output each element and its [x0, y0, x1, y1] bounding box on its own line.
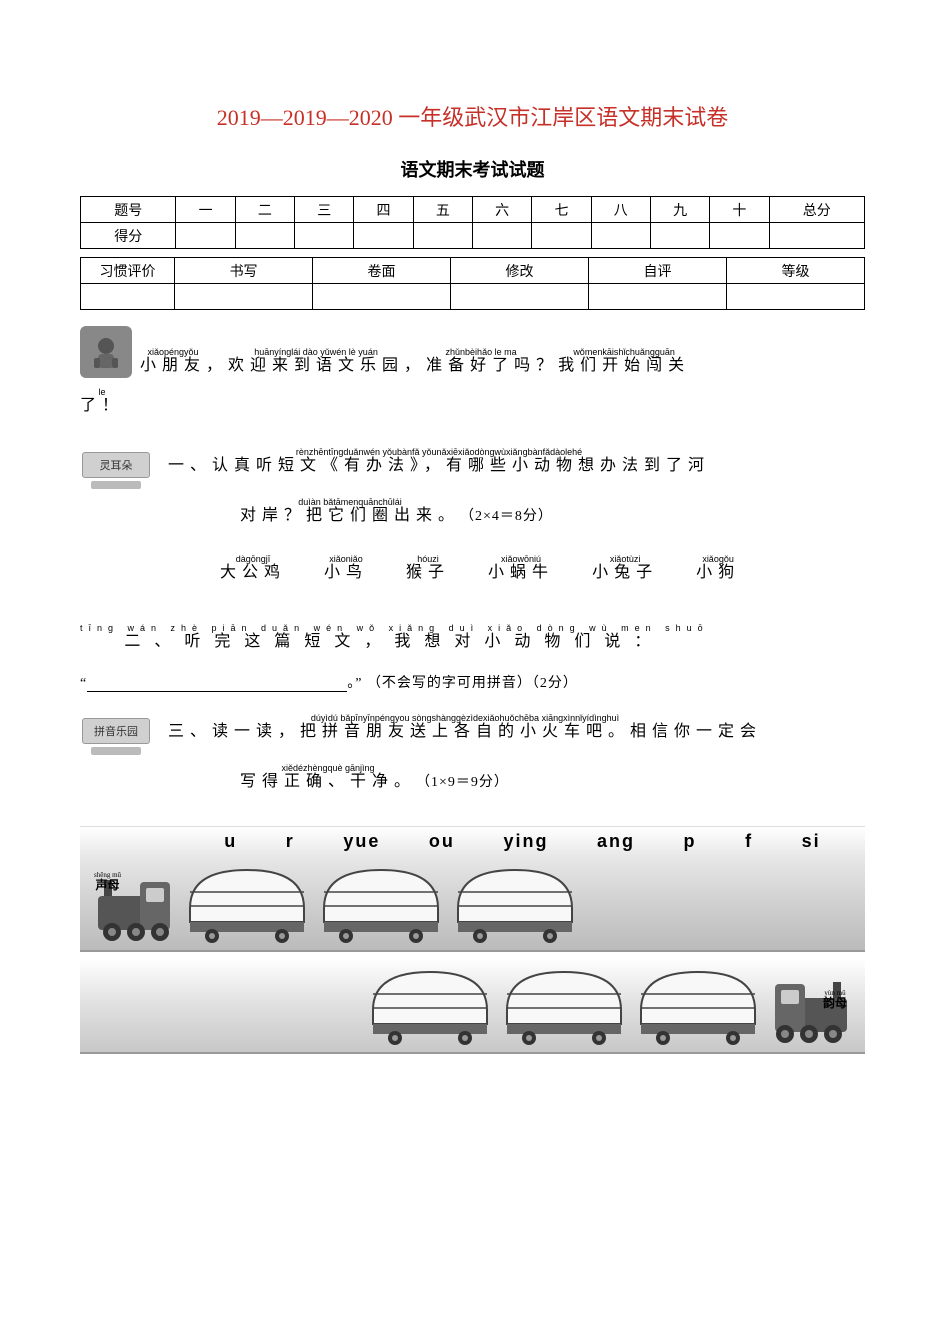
- eval-table: 习惯评价 书写 卷面 修改 自评 等级: [80, 257, 865, 310]
- option: 大公鸡dàgōngjī: [220, 555, 286, 590]
- cell: 一: [176, 197, 235, 223]
- intro-line: 小朋友xiǎopéngyǒu，欢迎来到语文乐园huānyínglái dào y…: [80, 326, 865, 378]
- page-subtitle: 语文期末考试试题: [80, 156, 865, 182]
- carriage-icon: [184, 864, 310, 944]
- question-2: 二、听完这篇短文，我想对小动物们说：tīng wán zhè piān duǎn…: [80, 618, 865, 666]
- ear-badge-icon: 灵耳朵: [80, 448, 152, 492]
- cell: [710, 223, 769, 249]
- score-value-row: 得分: [81, 223, 865, 249]
- q3-line1: 三、读一读，把拼音朋友送上各自的小火车吧。相信你一定会dúyìdú bǎpīny…: [168, 714, 865, 749]
- q2-blank-line: “。” （不会写的字可用拼音）（2分）: [80, 672, 865, 692]
- pinyin-item: u: [224, 831, 237, 852]
- cell: 十: [710, 197, 769, 223]
- carriage-icon: [367, 966, 493, 1046]
- cell: 题号: [81, 197, 176, 223]
- locomotive-right-icon: yùn mǔ 韵母: [765, 970, 855, 1046]
- train-left-row: shēng mǔ 声母: [80, 856, 865, 952]
- cell: 五: [413, 197, 472, 223]
- page-title: 2019—2019—2020 一年级武汉市江岸区语文期末试卷: [80, 100, 865, 132]
- cell: [235, 223, 294, 249]
- cell: 习惯评价: [81, 258, 175, 284]
- pinyin-items-row: u r yue ou ying ang p f si: [80, 826, 865, 856]
- carriage-icon: [635, 966, 761, 1046]
- score-header-row: 题号 一 二 三 四 五 六 七 八 九 十 总分: [81, 197, 865, 223]
- cell: 自评: [588, 258, 726, 284]
- cell: 修改: [451, 258, 589, 284]
- pinyin-item: p: [684, 831, 697, 852]
- option: 猴子hóuzi: [406, 555, 450, 590]
- option: 小鸟xiǎoniǎo: [324, 555, 368, 590]
- cell: [354, 223, 413, 249]
- locomotive-label: yùn mǔ 韵母: [823, 990, 847, 1009]
- cell: 书写: [175, 258, 313, 284]
- cell: [313, 284, 451, 310]
- q3-line2: 写得正确、干净。xiědézhèngquè gānjìng（1×9＝9分）: [240, 764, 509, 799]
- cell: [175, 284, 313, 310]
- cell: 四: [354, 197, 413, 223]
- cell: [650, 223, 709, 249]
- pinyin-item: f: [745, 831, 753, 852]
- cell: [591, 223, 650, 249]
- option: 小蜗牛xiǎowōniú: [488, 555, 554, 590]
- carriage-icon: [452, 864, 578, 944]
- score-table: 题号 一 二 三 四 五 六 七 八 九 十 总分 得分: [80, 196, 865, 249]
- pinyin-item: ou: [429, 831, 455, 852]
- cell: [769, 223, 864, 249]
- pinyin-item: yue: [343, 831, 380, 852]
- cell: 二: [235, 197, 294, 223]
- cell: [726, 284, 864, 310]
- q1-options: 大公鸡dàgōngjī 小鸟xiǎoniǎo 猴子hóuzi 小蜗牛xiǎowō…: [220, 555, 865, 590]
- locomotive-label: shēng mǔ 声母: [94, 872, 121, 891]
- cell: [295, 223, 354, 249]
- pinyin-item: r: [286, 831, 295, 852]
- carriage-icon: [501, 966, 627, 1046]
- option: 小狗xiǎogǒu: [696, 555, 740, 590]
- cell: 卷面: [313, 258, 451, 284]
- cell: 七: [532, 197, 591, 223]
- locomotive-left-icon: shēng mǔ 声母: [90, 868, 180, 944]
- cell: [81, 284, 175, 310]
- q1-line1: 一、认真听短文《有办法》，有哪些小动物想办法到了河rènzhēntīngduǎn…: [168, 448, 865, 483]
- cell: 九: [650, 197, 709, 223]
- cell: [532, 223, 591, 249]
- cell: 八: [591, 197, 650, 223]
- question-3: 拼音乐园 三、读一读，把拼音朋友送上各自的小火车吧。相信你一定会dúyìdú b…: [80, 714, 865, 758]
- cell: [451, 284, 589, 310]
- cell: 三: [295, 197, 354, 223]
- pinyin-item: si: [802, 831, 821, 852]
- cell: 六: [472, 197, 531, 223]
- cell: [588, 284, 726, 310]
- question-1: 灵耳朵 一、认真听短文《有办法》，有哪些小动物想办法到了河rènzhēntīng…: [80, 448, 865, 492]
- cell: 总分: [769, 197, 864, 223]
- cell: [413, 223, 472, 249]
- cell: [472, 223, 531, 249]
- pinyin-train-section: u r yue ou ying ang p f si shēng mǔ 声母: [80, 826, 865, 1054]
- mascot-icon: [80, 326, 132, 378]
- intro-text: 小朋友xiǎopéngyǒu，欢迎来到语文乐园huānyínglái dào y…: [140, 348, 690, 378]
- intro-ending: 了！le: [80, 388, 124, 418]
- pinyin-item: ying: [503, 831, 548, 852]
- option: 小兔子xiǎotùzi: [592, 555, 658, 590]
- cell: 得分: [81, 223, 176, 249]
- cell: 等级: [726, 258, 864, 284]
- train-right-row: yùn mǔ 韵母: [80, 958, 865, 1054]
- q1-line2: 对岸？把它们圈出来。duìàn bǎtāmenquānchūlái（2×4＝8分…: [240, 498, 553, 533]
- carriage-icon: [318, 864, 444, 944]
- pinyin-badge-icon: 拼音乐园: [80, 714, 152, 758]
- cell: [176, 223, 235, 249]
- pinyin-item: ang: [597, 831, 635, 852]
